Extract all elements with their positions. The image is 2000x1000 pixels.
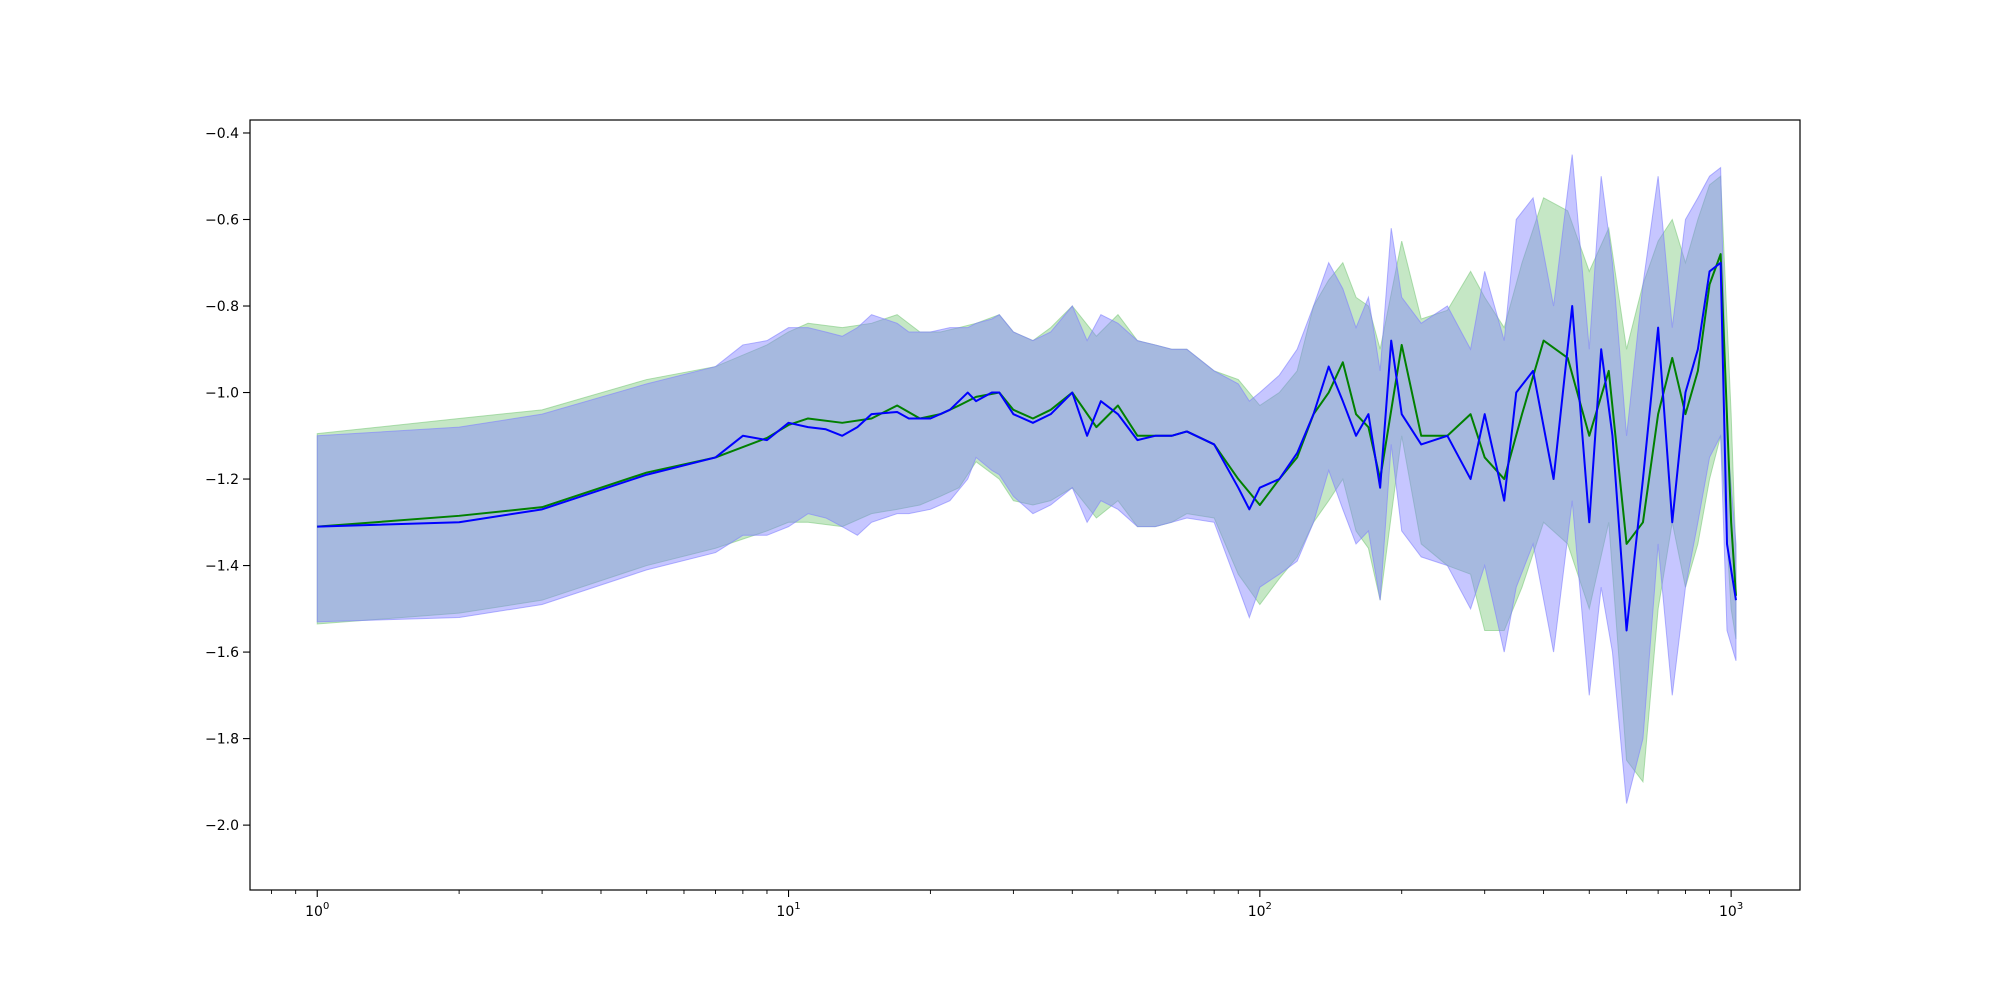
y-tick-label: −1.4	[205, 559, 239, 575]
series-0-line	[317, 253, 1737, 596]
y-tick-label: −0.8	[205, 299, 239, 315]
x-tick-label: 101	[776, 901, 800, 920]
x-tick-label-base: 10	[305, 904, 323, 920]
y-tick-label: −0.4	[205, 126, 239, 142]
x-tick-label-base: 10	[776, 904, 794, 920]
x-tick-label-base: 10	[1719, 904, 1737, 920]
confidence-bands	[316, 154, 1737, 804]
x-tick-label: 102	[1248, 901, 1272, 920]
plot-frame	[249, 119, 1801, 891]
x-tick-label-exponent: 1	[794, 901, 800, 912]
x-tick-label: 100	[305, 901, 329, 920]
axis-ticks	[243, 132, 1732, 897]
y-tick-label: −1.0	[205, 386, 239, 402]
series-1-line	[317, 261, 1737, 632]
y-tick-label: −1.2	[205, 472, 239, 488]
y-tick-label: −1.6	[205, 645, 239, 661]
y-tick-label: −1.8	[205, 732, 239, 748]
x-tick-label-exponent: 0	[323, 901, 329, 912]
y-tick-label: −2.0	[205, 818, 239, 834]
x-tick-label-exponent: 2	[1266, 901, 1272, 912]
series-lines	[317, 253, 1737, 632]
x-tick-label: 103	[1719, 901, 1743, 920]
y-tick-label: −0.6	[205, 212, 239, 228]
x-tick-label-base: 10	[1248, 904, 1266, 920]
axis-tick-labels: 100 101 102 103−0.4−0.6−0.8−1.0−1.2−1.4−1.6…	[205, 126, 1743, 920]
x-tick-label-exponent: 3	[1737, 901, 1743, 912]
series-1-confidence-band	[316, 154, 1737, 804]
